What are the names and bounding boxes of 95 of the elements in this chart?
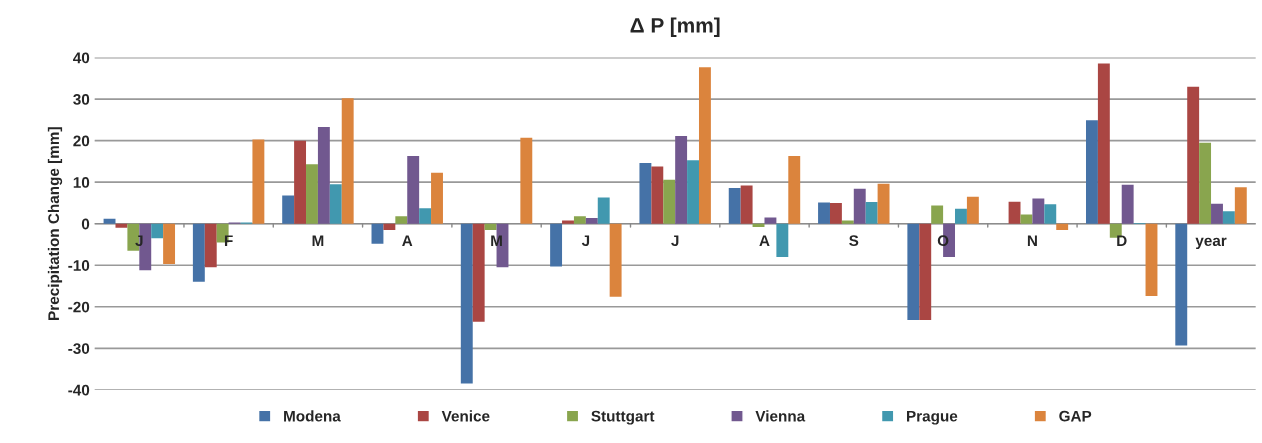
x-tick-label: year [1195,237,1227,250]
bar [431,172,443,224]
bar [329,184,342,224]
bar [931,205,944,224]
bar [609,223,622,297]
bar [341,98,354,224]
bar [1121,184,1134,224]
bar [829,202,842,224]
bar [764,217,777,224]
x-tick-label: A [402,235,413,246]
bar [728,188,741,224]
bar [306,164,318,224]
x-tick-label: J [581,235,590,247]
bar [1097,63,1110,224]
bar [252,139,265,224]
legend-label: Modena [284,410,341,422]
bar [853,188,866,224]
bar [865,202,878,224]
bar [919,223,932,321]
bar [698,67,711,224]
bar [103,218,116,224]
legend-label: Prague [907,410,958,425]
bar [395,216,408,224]
bar [1086,120,1098,224]
bar [966,196,979,224]
y-axis-title: Precipitation Change [mm] [47,127,63,320]
bar [472,223,485,322]
bar [550,223,563,267]
bar [907,223,920,321]
bar [294,140,307,224]
legend-label: GAP [1059,410,1092,422]
y-tick-label: -20 [68,301,90,313]
bar [776,223,789,257]
bar [675,136,688,224]
x-tick-label: J [671,235,679,247]
x-tick-label: J [135,235,143,247]
bar [163,223,176,264]
bar [151,223,164,239]
bar [639,163,652,224]
bar [687,160,699,224]
y-tick-label: 20 [73,135,90,147]
bar [520,137,533,224]
bar [573,216,586,224]
y-tick-label: 40 [73,52,90,64]
bar [317,126,330,224]
bar [1056,223,1069,230]
bar [1145,223,1158,296]
bar [115,223,128,228]
y-tick-label: 0 [81,218,90,230]
legend-label: Stuttgart [591,410,655,425]
x-tick-label: M [491,235,502,246]
bar [597,197,610,224]
chart-title: Δ P [mm] [630,17,720,37]
bar [419,208,432,224]
bar [192,223,205,282]
bar [562,220,574,224]
y-tick-label: 30 [73,93,90,105]
bar [460,223,473,384]
legend-label: Vienna [755,410,806,422]
bar [1211,203,1223,224]
bar [1199,142,1212,224]
x-tick-label: A [759,235,770,246]
bar [1008,201,1021,224]
bar [204,223,217,268]
bar [407,156,420,224]
y-tick-label: -30 [68,343,90,355]
bar [788,156,801,224]
bar [877,183,890,224]
x-tick-label: N [1027,235,1037,246]
bar [1234,187,1247,224]
bar [740,185,753,224]
bar [1187,86,1200,224]
bar [841,220,854,224]
bar [1175,223,1188,346]
y-tick-label: 10 [73,177,90,188]
bar [585,217,598,224]
bar [1020,214,1033,224]
x-tick-label: F [224,235,233,246]
bar [1222,211,1235,224]
x-tick-label: S [849,235,859,247]
y-tick-label: -10 [68,260,90,271]
bar [484,223,497,230]
bar [1032,198,1045,224]
legend-label: Venice [441,410,490,422]
bar [955,208,967,224]
bar [818,202,830,224]
x-tick-label: D [1117,235,1127,246]
bar [383,223,396,230]
bar [1044,204,1057,224]
bar [371,223,384,244]
x-tick-label: M [312,235,324,246]
y-tick-label: -40 [68,384,90,396]
bar [663,179,676,224]
bar [651,166,664,224]
bar [282,195,295,224]
